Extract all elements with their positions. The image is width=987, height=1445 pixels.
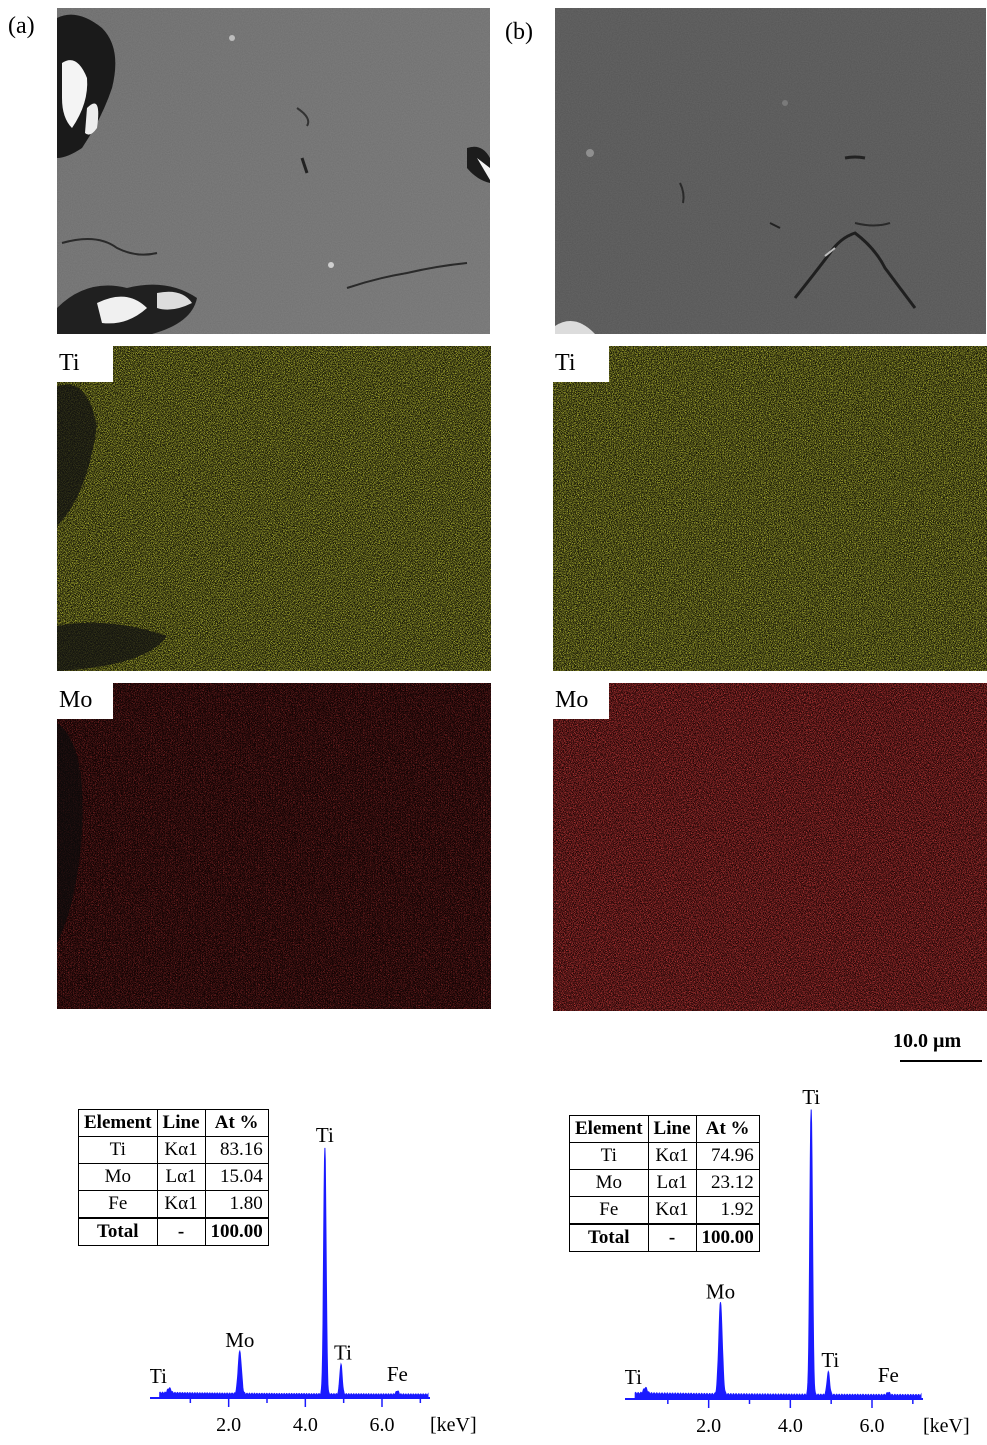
cell-total-label: Total	[569, 1223, 649, 1252]
table-row: Fe Kα1 1.92	[569, 1196, 760, 1225]
scale-bar-label: 10.0 µm	[893, 1030, 962, 1052]
mo-map-label-a: Mo	[57, 683, 103, 719]
eds-spectrum-a: 2.0 4.0 6.0 [keV] Ti Mo Ti Ti Fe	[150, 1123, 477, 1436]
table-total-row: Total - 100.00	[78, 1217, 269, 1246]
x-tick-label: 6.0	[860, 1415, 885, 1437]
x-tick-label: 4.0	[293, 1414, 318, 1436]
cell-total-at: 100.00	[695, 1223, 760, 1252]
ti-map-label-b: Ti	[553, 346, 586, 382]
table-header-row: Element Line At %	[78, 1109, 269, 1137]
scale-bar	[900, 1060, 982, 1062]
header-element: Element	[78, 1109, 158, 1137]
peak-label: Mo	[225, 1328, 254, 1352]
cell-at: 23.12	[695, 1169, 760, 1197]
peak-label: Fe	[878, 1363, 899, 1387]
cell-line: Kα1	[156, 1190, 206, 1219]
x-unit-label: [keV]	[430, 1414, 477, 1436]
x-tick-label: 2.0	[216, 1414, 241, 1436]
eds-spectrum-b: 2.0 4.0 6.0 [keV] Ti Mo Ti Ti Fe	[625, 1085, 970, 1437]
peak-label: Mo	[706, 1279, 735, 1303]
peak-label: Ti	[150, 1364, 167, 1388]
peak-label: Ti	[625, 1365, 642, 1389]
cell-at: 83.16	[204, 1136, 269, 1164]
cell-line: Lα1	[647, 1169, 697, 1197]
table-row: Fe Kα1 1.80	[78, 1190, 269, 1219]
mo-map-label-b: Mo	[553, 683, 599, 719]
cell-at: 1.80	[204, 1190, 269, 1219]
cell-total-at: 100.00	[204, 1217, 269, 1246]
cell-element: Mo	[569, 1169, 649, 1197]
table-row: Ti Kα1 83.16	[78, 1136, 269, 1164]
sem-image-b	[555, 8, 986, 334]
sem-image-a	[57, 8, 490, 334]
peak-label: Ti	[334, 1340, 352, 1364]
table-total-row: Total - 100.00	[569, 1223, 760, 1252]
peak-label: Ti	[802, 1085, 820, 1109]
eds-table-a: Element Line At % Ti Kα1 83.16 Mo Lα1 15…	[78, 1109, 269, 1246]
table-row: Mo Lα1 15.04	[78, 1163, 269, 1191]
ti-map-a	[57, 346, 491, 671]
header-at-percent: At %	[695, 1115, 760, 1143]
cell-total-line: -	[156, 1217, 206, 1246]
mo-map-a	[57, 683, 491, 1009]
panel-label-b: (b)	[505, 19, 533, 45]
table-row: Mo Lα1 23.12	[569, 1169, 760, 1197]
x-tick-label: 4.0	[778, 1415, 803, 1437]
cell-line: Lα1	[156, 1163, 206, 1191]
cell-total-label: Total	[78, 1217, 158, 1246]
spectrum-trace	[159, 1147, 429, 1398]
peak-label: Ti	[821, 1348, 839, 1372]
cell-at: 15.04	[204, 1163, 269, 1191]
spectrum-trace	[634, 1109, 922, 1399]
ti-map-b	[553, 346, 987, 671]
cell-element: Fe	[78, 1190, 158, 1219]
cell-line: Kα1	[156, 1136, 206, 1164]
cell-element: Mo	[78, 1163, 158, 1191]
cell-total-line: -	[647, 1223, 697, 1252]
header-line: Line	[156, 1109, 206, 1137]
ti-map-label-a: Ti	[57, 346, 90, 382]
cell-element: Fe	[569, 1196, 649, 1225]
peak-label: Ti	[316, 1123, 334, 1147]
table-header-row: Element Line At %	[569, 1115, 760, 1143]
eds-table-b: Element Line At % Ti Kα1 74.96 Mo Lα1 23…	[569, 1115, 760, 1252]
header-element: Element	[569, 1115, 649, 1143]
panel-label-a: (a)	[8, 13, 35, 39]
peak-label: Fe	[387, 1362, 408, 1386]
cell-line: Kα1	[647, 1142, 697, 1170]
x-tick-label: 6.0	[370, 1414, 395, 1436]
x-tick-label: 2.0	[696, 1415, 721, 1437]
cell-element: Ti	[78, 1136, 158, 1164]
mo-map-b	[553, 683, 987, 1011]
x-unit-label: [keV]	[923, 1415, 970, 1437]
cell-at: 74.96	[695, 1142, 760, 1170]
